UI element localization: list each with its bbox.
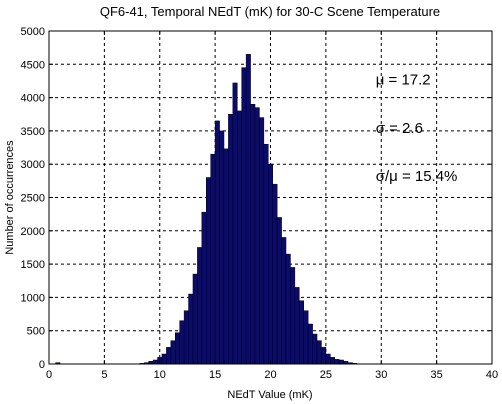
- annotation-1: σ = 2.6: [376, 120, 423, 137]
- x-tick-label: 40: [486, 369, 498, 381]
- chart-title: QF6-41, Temporal NEdT (mK) for 30-C Scen…: [100, 4, 440, 19]
- histogram-bar: [259, 117, 265, 365]
- histogram-bar: [254, 107, 260, 365]
- histogram-bar: [237, 110, 242, 365]
- histogram-bar: [330, 357, 335, 365]
- annotations: μ = 17.2 σ = 2.6 σ/μ = 15.4%: [376, 71, 458, 185]
- y-tick-label: 5000: [21, 26, 45, 38]
- histogram-bar: [281, 237, 287, 365]
- x-axis-label: NEdT Value (mK): [227, 389, 312, 401]
- histogram-bar: [312, 333, 318, 365]
- histogram-bar: [245, 54, 251, 365]
- histogram-bar: [299, 300, 304, 365]
- y-tick-label: 1500: [21, 259, 45, 271]
- histogram-bar: [166, 347, 172, 365]
- x-tick-label: 15: [209, 369, 221, 381]
- histogram-bar: [197, 247, 203, 365]
- histogram-bar: [188, 293, 194, 365]
- y-axis-ticks: 0 500 1000 1500 2000 2500 3000 3500 4000 4500 5000: [21, 26, 492, 371]
- histogram-bar: [206, 177, 211, 365]
- x-tick-label: 25: [320, 369, 332, 381]
- histogram-bar: [175, 332, 180, 365]
- histogram-bar: [272, 183, 278, 365]
- histogram-bar: [210, 153, 216, 365]
- y-axis-label: Number of occurrences: [4, 140, 16, 255]
- annotation-2: σ/μ = 15.4%: [376, 168, 458, 185]
- histogram-bar: [263, 143, 269, 365]
- histogram-bar: [303, 310, 309, 365]
- histogram-bar: [316, 340, 322, 365]
- histogram-bar: [223, 148, 229, 365]
- x-tick-label: 0: [46, 369, 52, 381]
- histogram-bar: [285, 253, 291, 365]
- y-tick-label: 2500: [21, 193, 45, 205]
- histogram-bar: [201, 211, 207, 365]
- histogram-bar: [290, 267, 296, 365]
- histogram-bar: [294, 287, 300, 365]
- x-axis-ticks: 0 5 10 15 20 25 30 35 40: [46, 31, 498, 381]
- histogram-bar: [338, 359, 344, 365]
- histogram-bars: [55, 54, 358, 365]
- y-tick-label: 3500: [21, 126, 45, 138]
- x-tick-label: 10: [154, 369, 166, 381]
- histogram-bar: [161, 353, 167, 365]
- x-tick-label: 35: [431, 369, 443, 381]
- histogram-bar: [179, 320, 185, 365]
- y-tick-label: 2000: [21, 226, 45, 238]
- histogram-bar: [276, 217, 282, 365]
- histogram-bar: [325, 353, 331, 365]
- histogram-bar: [232, 82, 238, 365]
- y-tick-label: 500: [27, 326, 45, 338]
- histogram-bar: [250, 104, 256, 365]
- histogram-bar: [219, 130, 225, 365]
- histogram-bar: [321, 347, 327, 365]
- histogram-bar: [307, 323, 313, 365]
- histogram-bar: [192, 273, 198, 365]
- histogram-bar: [152, 359, 158, 365]
- histogram-bar: [228, 114, 234, 365]
- y-tick-label: 4500: [21, 59, 45, 71]
- histogram-bar: [183, 310, 189, 365]
- annotation-0: μ = 17.2: [376, 71, 431, 88]
- histogram-bar: [334, 359, 340, 365]
- y-tick-label: 1000: [21, 292, 45, 304]
- histogram-bar: [241, 67, 247, 365]
- x-tick-label: 5: [101, 369, 107, 381]
- x-tick-label: 20: [264, 369, 276, 381]
- histogram-bar: [214, 120, 220, 365]
- y-tick-label: 3000: [21, 159, 45, 171]
- histogram-bar: [170, 340, 176, 365]
- y-tick-label: 4000: [21, 93, 45, 105]
- y-tick-label: 0: [39, 359, 45, 371]
- histogram-bar: [268, 163, 273, 365]
- x-tick-label: 30: [375, 369, 387, 381]
